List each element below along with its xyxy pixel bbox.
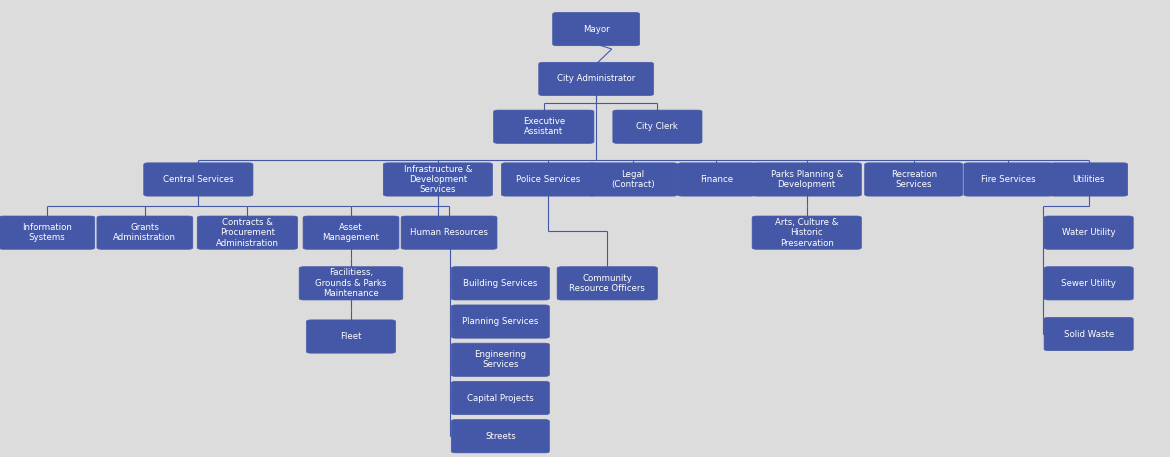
Text: Fire Services: Fire Services (982, 175, 1035, 184)
FancyBboxPatch shape (494, 110, 594, 143)
FancyBboxPatch shape (401, 216, 497, 249)
Text: Finance: Finance (700, 175, 734, 184)
FancyBboxPatch shape (452, 420, 550, 453)
Text: Contracts &
Procurement
Administration: Contracts & Procurement Administration (216, 218, 278, 248)
FancyBboxPatch shape (198, 216, 297, 249)
Text: Building Services: Building Services (463, 279, 537, 288)
FancyBboxPatch shape (303, 216, 399, 249)
FancyBboxPatch shape (97, 216, 193, 249)
FancyBboxPatch shape (300, 267, 402, 300)
FancyBboxPatch shape (1044, 318, 1134, 351)
Text: Asset
Management: Asset Management (323, 223, 379, 242)
FancyBboxPatch shape (502, 163, 596, 196)
Text: Information
Systems: Information Systems (22, 223, 71, 242)
Text: Grants
Administration: Grants Administration (113, 223, 177, 242)
Text: Executive
Assistant: Executive Assistant (523, 117, 565, 136)
FancyBboxPatch shape (557, 267, 658, 300)
Text: Capital Projects: Capital Projects (467, 393, 534, 403)
Text: Fleet: Fleet (340, 332, 362, 341)
Text: Solid Waste: Solid Waste (1064, 329, 1114, 339)
Text: Engineering
Services: Engineering Services (474, 350, 526, 369)
Text: Water Utility: Water Utility (1062, 228, 1115, 237)
Text: Planning Services: Planning Services (462, 317, 538, 326)
FancyBboxPatch shape (964, 163, 1053, 196)
Text: Recreation
Services: Recreation Services (890, 170, 937, 189)
FancyBboxPatch shape (452, 305, 550, 338)
FancyBboxPatch shape (1044, 267, 1134, 300)
FancyBboxPatch shape (1044, 216, 1134, 249)
FancyBboxPatch shape (613, 110, 702, 143)
FancyBboxPatch shape (452, 267, 550, 300)
FancyBboxPatch shape (384, 163, 493, 196)
FancyBboxPatch shape (552, 12, 640, 46)
Text: City Clerk: City Clerk (636, 122, 679, 131)
Text: Sewer Utility: Sewer Utility (1061, 279, 1116, 288)
FancyBboxPatch shape (0, 216, 95, 249)
Text: Central Services: Central Services (163, 175, 234, 184)
FancyBboxPatch shape (752, 163, 861, 196)
FancyBboxPatch shape (144, 163, 253, 196)
Text: Infrastructure &
Development
Services: Infrastructure & Development Services (404, 165, 473, 194)
FancyBboxPatch shape (452, 343, 550, 377)
Text: Streets: Streets (484, 432, 516, 441)
Text: Police Services: Police Services (516, 175, 580, 184)
FancyBboxPatch shape (1049, 163, 1128, 196)
FancyBboxPatch shape (589, 163, 677, 196)
Text: Mayor: Mayor (583, 25, 610, 33)
Text: Arts, Culture &
Historic
Preservation: Arts, Culture & Historic Preservation (775, 218, 839, 248)
Text: Parks Planning &
Development: Parks Planning & Development (771, 170, 842, 189)
FancyBboxPatch shape (452, 382, 550, 414)
FancyBboxPatch shape (865, 163, 963, 196)
FancyBboxPatch shape (307, 320, 395, 353)
Text: Facilitiess,
Grounds & Parks
Maintenance: Facilitiess, Grounds & Parks Maintenance (315, 268, 387, 298)
Text: City Administrator: City Administrator (557, 74, 635, 84)
FancyBboxPatch shape (538, 62, 654, 96)
FancyBboxPatch shape (752, 216, 861, 249)
Text: Community
Resource Officers: Community Resource Officers (570, 274, 645, 293)
FancyBboxPatch shape (677, 163, 756, 196)
Text: Legal
(Contract): Legal (Contract) (611, 170, 655, 189)
Text: Human Resources: Human Resources (410, 228, 488, 237)
Text: Utilities: Utilities (1073, 175, 1104, 184)
